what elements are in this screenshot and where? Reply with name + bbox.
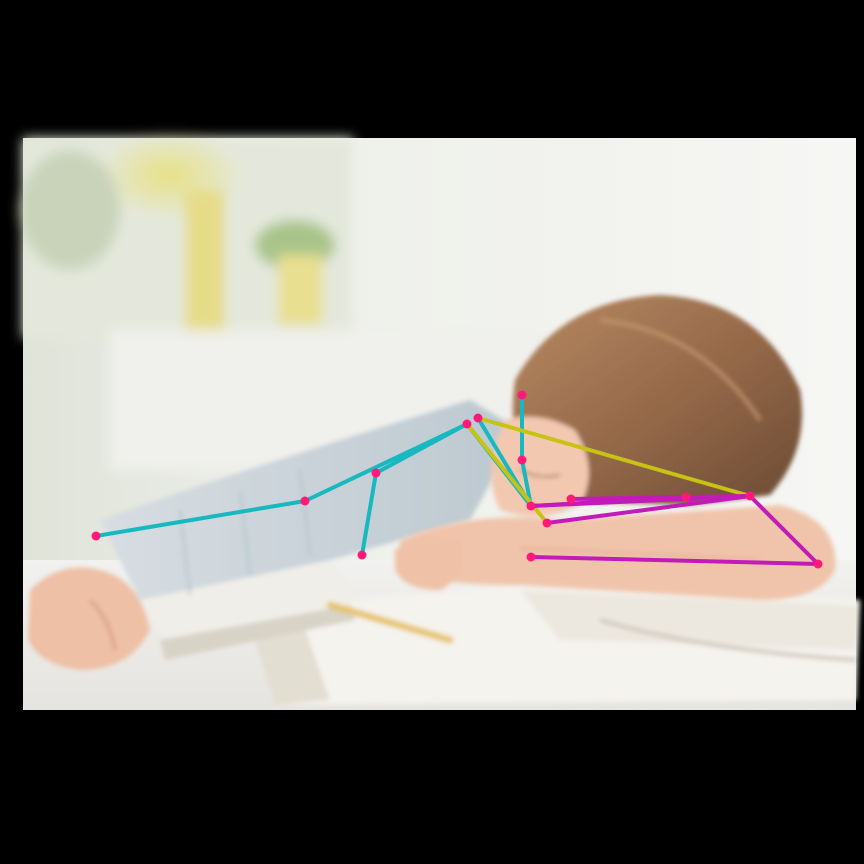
pose-joint [526,501,536,511]
pose-joint [681,492,691,502]
pose-limb [529,555,820,566]
pose-joint [566,494,576,504]
pose-joint [542,518,552,528]
pose-limb [360,471,378,557]
pose-joint [473,413,483,423]
photo-content [20,130,860,710]
pose-joint [371,468,381,478]
pose-limbs [94,393,820,566]
pose-limb [529,495,688,508]
pose-joint [526,552,536,562]
pose-joint [462,419,472,429]
pose-limb [748,494,820,566]
pose-limb [476,416,752,498]
pose-joint [745,491,755,501]
pose-joint [813,559,823,569]
pose-joint [91,531,101,541]
pose-joint [517,455,527,465]
pose-limb [465,422,549,525]
pose-limb [94,499,307,538]
pose-joint [357,550,367,560]
pose-limb [545,494,752,525]
pose-joints [91,390,823,569]
pose-joint [300,496,310,506]
pose-joint [517,390,527,400]
pose-limb [374,422,469,475]
